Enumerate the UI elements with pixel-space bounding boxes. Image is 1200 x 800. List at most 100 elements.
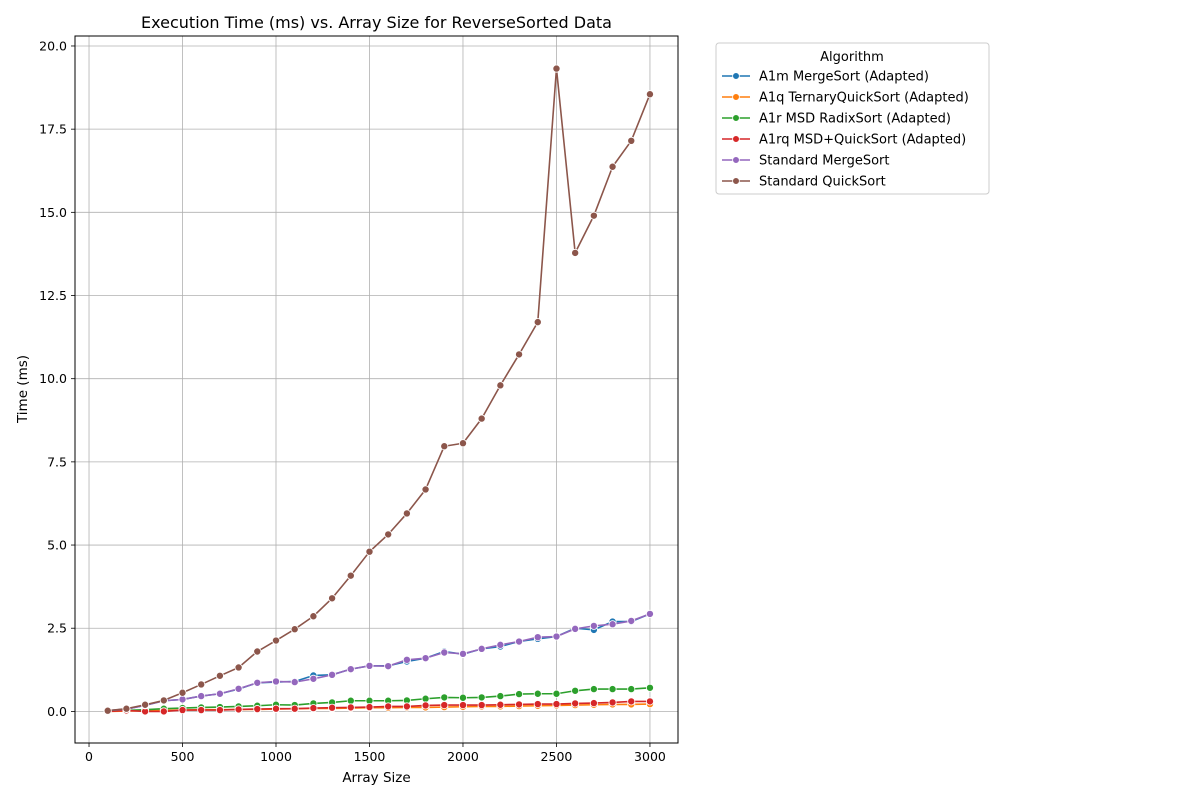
chart-title: Execution Time (ms) vs. Array Size for R… [141, 13, 612, 32]
data-point [328, 703, 337, 712]
data-point [440, 701, 449, 710]
data-point [384, 702, 393, 711]
legend-item: A1rq MSD+QuickSort (Adapted) [722, 133, 966, 148]
x-tick-label: 500 [171, 749, 195, 764]
legend-label: A1rq MSD+QuickSort (Adapted) [759, 133, 966, 148]
data-point [440, 693, 449, 702]
data-point [234, 663, 243, 672]
data-point [309, 612, 318, 621]
y-tick-label: 2.5 [47, 621, 67, 636]
data-point [515, 700, 524, 709]
legend-marker [732, 114, 740, 122]
legend-item: Standard MergeSort [722, 154, 890, 169]
x-tick-label: 1000 [260, 749, 292, 764]
data-point [608, 162, 617, 171]
data-point [365, 661, 374, 670]
data-point [159, 696, 168, 705]
data-point [496, 640, 505, 649]
data-point [346, 571, 355, 580]
data-point [496, 700, 505, 709]
data-point [346, 665, 355, 674]
legend-label: A1q TernaryQuickSort (Adapted) [759, 91, 969, 106]
legend-item: A1r MSD RadixSort (Adapted) [722, 112, 951, 127]
legend-label: Standard MergeSort [759, 154, 890, 169]
data-point [290, 625, 299, 634]
data-point [309, 674, 318, 683]
data-point [571, 686, 580, 695]
x-tick-label: 1500 [354, 749, 386, 764]
data-point [421, 701, 430, 710]
y-tick-label: 0.0 [47, 704, 67, 719]
data-point [290, 678, 299, 687]
data-point [496, 381, 505, 390]
data-point [346, 696, 355, 705]
data-point [477, 414, 486, 423]
legend-label: A1m MergeSort (Adapted) [759, 70, 929, 85]
data-point [458, 693, 467, 702]
data-point [253, 647, 262, 656]
data-point [477, 644, 486, 653]
data-point [178, 688, 187, 697]
data-point [197, 706, 206, 715]
legend-marker [732, 177, 740, 185]
data-point [122, 704, 131, 713]
y-tick-label: 20.0 [39, 38, 67, 53]
data-point [645, 697, 654, 706]
data-point [234, 684, 243, 693]
data-point [215, 689, 224, 698]
data-point [608, 698, 617, 707]
data-point [421, 654, 430, 663]
y-axis-title: Time (ms) [15, 355, 31, 424]
data-point [589, 699, 598, 708]
legend-box [715, 42, 990, 195]
y-tick-label: 12.5 [39, 288, 67, 303]
legend-marker [732, 93, 740, 101]
legend-items: A1m MergeSort (Adapted) A1q TernaryQuickS… [722, 70, 969, 190]
data-point [178, 706, 187, 715]
data-point [271, 677, 280, 686]
data-point [384, 530, 393, 539]
data-point [627, 697, 636, 706]
data-point [458, 701, 467, 710]
data-point [253, 678, 262, 687]
legend-title: Algorithm [820, 50, 884, 65]
plot-frame [74, 35, 679, 744]
data-point [178, 695, 187, 704]
legend-item: A1m MergeSort (Adapted) [722, 70, 929, 85]
data-point [402, 655, 411, 664]
data-point [533, 689, 542, 698]
data-point [627, 685, 636, 694]
data-point [271, 704, 280, 713]
data-point [571, 699, 580, 708]
data-point [384, 662, 393, 671]
data-point [589, 211, 598, 220]
data-point [571, 624, 580, 633]
legend-item: A1q TernaryQuickSort (Adapted) [722, 91, 969, 106]
legend-label: Standard QuickSort [759, 175, 886, 190]
data-point [645, 609, 654, 618]
x-tick-label: 2000 [447, 749, 479, 764]
grid-lines [75, 36, 678, 743]
data-point [589, 621, 598, 630]
data-point [234, 705, 243, 714]
data-point [552, 64, 561, 73]
data-point [477, 701, 486, 710]
y-tick-label: 15.0 [39, 205, 67, 220]
data-point [328, 594, 337, 603]
data-point [197, 680, 206, 689]
data-point [645, 90, 654, 99]
data-point [608, 620, 617, 629]
data-point [309, 704, 318, 713]
series-group [103, 64, 654, 716]
data-point [552, 689, 561, 698]
x-axis-ticks: 0 500 1000 1500 2000 2500 3000 [85, 743, 666, 764]
data-point [608, 685, 617, 694]
data-point [496, 692, 505, 701]
data-point [571, 248, 580, 257]
legend: Algorithm A1m MergeSort (Adapted) A1q Ter… [715, 42, 990, 195]
data-point [402, 702, 411, 711]
data-point [365, 547, 374, 556]
data-point [215, 671, 224, 680]
